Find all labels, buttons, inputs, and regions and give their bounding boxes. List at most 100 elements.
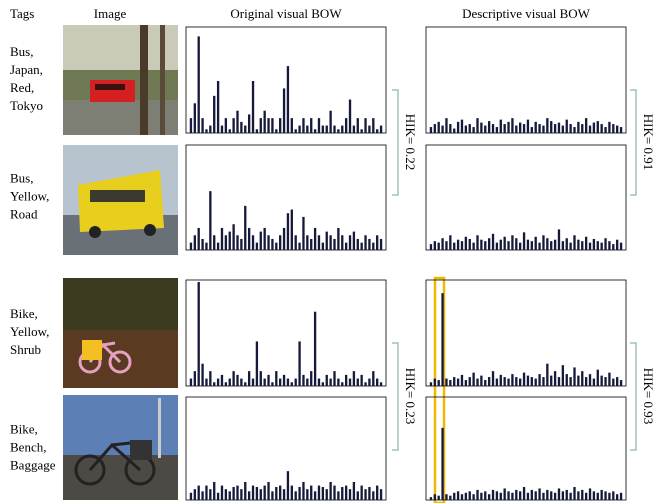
bar: [279, 118, 281, 133]
bar: [612, 491, 614, 500]
bar: [476, 490, 478, 500]
bar: [291, 210, 293, 250]
bar: [546, 118, 548, 133]
bar: [465, 493, 467, 500]
bar: [194, 371, 196, 386]
bar: [538, 243, 540, 250]
bar: [194, 489, 196, 500]
bar: [275, 371, 277, 386]
bar: [205, 243, 207, 250]
bar: [209, 126, 211, 133]
bar: [600, 490, 602, 500]
bar: [480, 123, 482, 133]
bar: [527, 493, 529, 500]
photo-bike-2: [63, 395, 178, 500]
bar: [527, 376, 529, 386]
bar: [345, 486, 347, 500]
bar: [263, 486, 265, 500]
bar: [329, 482, 331, 500]
bar: [368, 126, 370, 133]
tag: Bench,: [10, 439, 46, 454]
histogram-frame: [426, 27, 626, 133]
bar: [612, 244, 614, 250]
bar: [198, 282, 200, 386]
bar: [271, 491, 273, 500]
bar: [213, 235, 215, 250]
bar: [608, 493, 610, 500]
bar: [380, 489, 382, 500]
bar: [488, 494, 490, 500]
bar: [256, 341, 258, 386]
bar: [457, 122, 459, 133]
bar: [213, 96, 215, 133]
bar: [465, 126, 467, 133]
bar: [372, 243, 374, 250]
bar: [550, 376, 552, 386]
bar: [449, 235, 451, 250]
bar: [190, 493, 192, 500]
bar: [449, 496, 451, 500]
bar: [244, 126, 246, 133]
bar: [364, 489, 366, 500]
bar: [376, 235, 378, 250]
bar: [569, 377, 571, 386]
bar: [542, 493, 544, 500]
bar: [550, 241, 552, 250]
bar: [302, 482, 304, 500]
bar: [546, 238, 548, 250]
bar: [453, 243, 455, 250]
bar: [236, 111, 238, 133]
bar: [620, 127, 622, 133]
bar: [357, 379, 359, 386]
bar: [612, 124, 614, 133]
bar: [523, 124, 525, 133]
bar: [515, 377, 517, 386]
tag: Road: [10, 206, 38, 221]
bar: [441, 428, 443, 500]
bar: [236, 235, 238, 250]
bar: [585, 118, 587, 133]
bar: [523, 373, 525, 386]
hik-label: HIK= 0.22: [403, 114, 418, 170]
bar: [364, 118, 366, 133]
bar: [438, 496, 440, 500]
bar: [472, 494, 474, 500]
bar: [445, 379, 447, 386]
bar: [589, 374, 591, 386]
tag: Japan,: [10, 62, 43, 77]
photo-bike-1: [63, 278, 178, 388]
bar: [476, 118, 478, 133]
bar: [252, 81, 254, 133]
hik-label: HIK= 0.23: [403, 368, 418, 424]
bar: [593, 491, 595, 500]
tag: Bike,: [10, 421, 38, 436]
bar: [283, 228, 285, 250]
tag: Shrub: [10, 342, 41, 357]
bar: [558, 123, 560, 133]
bar: [492, 124, 494, 133]
bar: [500, 120, 502, 133]
bar: [430, 244, 432, 250]
bar: [283, 88, 285, 133]
tag: Red,: [10, 80, 34, 95]
bar: [221, 486, 223, 500]
bar: [244, 382, 246, 386]
bar: [589, 243, 591, 250]
bar: [492, 371, 494, 386]
bar: [527, 240, 529, 250]
bar: [248, 228, 250, 250]
bar: [267, 482, 269, 500]
bar: [229, 491, 231, 500]
bar: [380, 382, 382, 386]
bar: [484, 491, 486, 500]
bar: [380, 239, 382, 250]
bar: [260, 118, 262, 133]
figure: Tags Image Original visual BOW Descripti…: [0, 0, 662, 503]
bar: [205, 379, 207, 386]
bar: [445, 494, 447, 500]
bar: [515, 126, 517, 133]
bar: [577, 240, 579, 250]
bar: [364, 382, 366, 386]
bar: [593, 379, 595, 386]
bar: [519, 123, 521, 133]
